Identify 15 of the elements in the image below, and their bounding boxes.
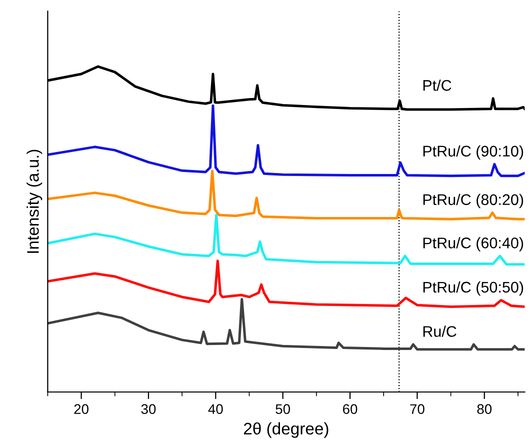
x-tick-label: 50 [276, 404, 290, 414]
x-tick-label: 30 [141, 404, 156, 414]
x-tick-label: 20 [74, 404, 88, 414]
series-label: PtRu/C (90:10) [423, 145, 524, 160]
series-label: Ru/C [423, 326, 456, 337]
x-tick-label: 70 [410, 404, 424, 414]
x-axis-title: 2θ (degree) [244, 422, 328, 438]
x-tick-label: 60 [343, 404, 358, 414]
series-label: PtRu/C (80:20) [423, 194, 524, 208]
x-tick-label: 40 [208, 404, 223, 414]
x-tick-label: 80 [477, 404, 492, 414]
series-label: PtRu/C (50:50) [423, 281, 524, 296]
y-axis-title: Intensity (a.u.) [26, 150, 42, 253]
series-label: PtRu/C (60:40) [423, 237, 524, 252]
series-label: Pt/C [423, 80, 452, 91]
